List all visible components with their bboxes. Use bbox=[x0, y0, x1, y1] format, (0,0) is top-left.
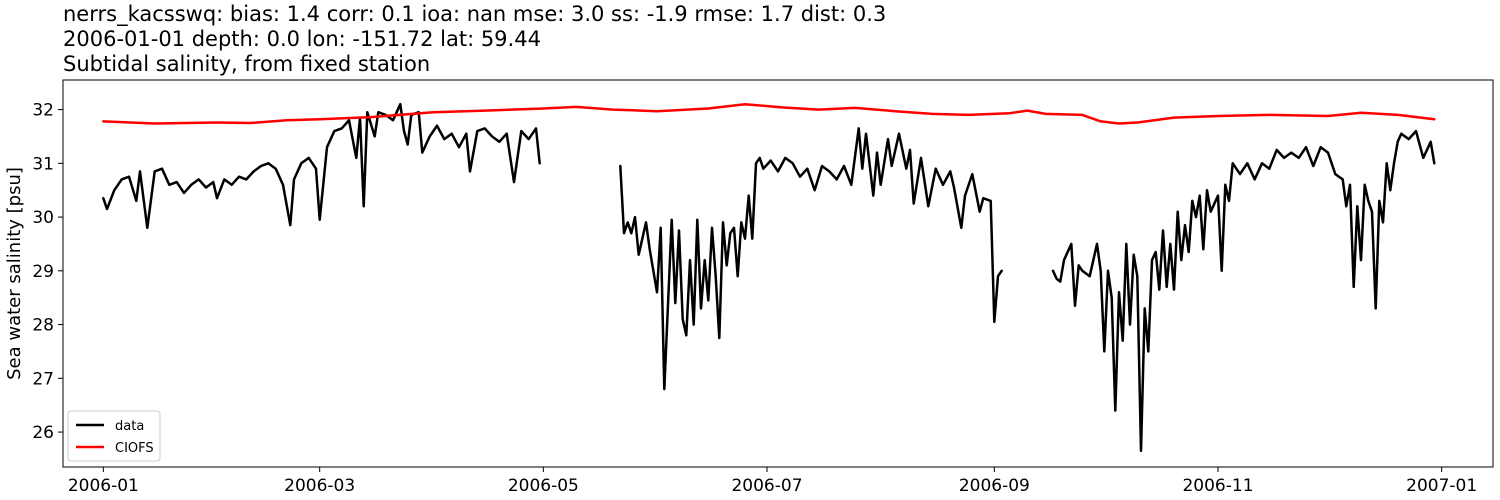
x-tick-label: 2007-01 bbox=[1406, 476, 1477, 496]
x-tick-label: 2006-05 bbox=[508, 476, 579, 496]
y-tick-label: 26 bbox=[32, 423, 54, 443]
legend-box bbox=[67, 410, 161, 462]
y-tick-label: 27 bbox=[32, 369, 54, 389]
x-tick-label: 2006-03 bbox=[284, 476, 355, 496]
x-axis: 2006-01 2006-03 2006-05 2006-07 2006-09 2006-… bbox=[68, 467, 1477, 496]
chart-title: nerrs_kacsswq: bias: 1.4 corr: 0.1 ioa: … bbox=[63, 2, 886, 77]
x-tick-label: 2006-01 bbox=[68, 476, 139, 496]
series-line-data-segment-2 bbox=[619, 127, 1003, 391]
title-line-description: Subtidal salinity, from fixed station bbox=[63, 52, 431, 76]
y-tick-label: 28 bbox=[32, 316, 54, 336]
legend-label-data: data bbox=[115, 419, 144, 434]
series-line-ciofs-segment-1 bbox=[102, 102, 1436, 125]
title-line-station: 2006-01-01 depth: 0.0 lon: -151.72 lat: … bbox=[63, 27, 541, 51]
plot-frame bbox=[62, 79, 1494, 468]
y-axis-label: Sea water salinity [psu] bbox=[4, 167, 25, 380]
y-tick-label: 31 bbox=[32, 154, 54, 174]
x-tick-label: 2006-09 bbox=[959, 476, 1030, 496]
legend-label-ciofs: CIOFS bbox=[115, 441, 154, 456]
legend: data CIOFS bbox=[67, 410, 161, 462]
y-tick-label: 32 bbox=[32, 101, 54, 121]
x-tick-label: 2006-07 bbox=[731, 476, 802, 496]
title-line-stats: nerrs_kacsswq: bias: 1.4 corr: 0.1 ioa: … bbox=[63, 2, 887, 26]
y-axis: 26 27 28 29 30 31 32 bbox=[32, 101, 63, 443]
series-line-data-segment-3 bbox=[1051, 129, 1436, 453]
x-tick-label: 2006-11 bbox=[1182, 476, 1253, 496]
series-line-data-segment-1 bbox=[102, 102, 541, 230]
y-tick-label: 29 bbox=[32, 262, 54, 282]
y-tick-label: 30 bbox=[32, 208, 54, 228]
series-layer bbox=[102, 102, 1436, 453]
